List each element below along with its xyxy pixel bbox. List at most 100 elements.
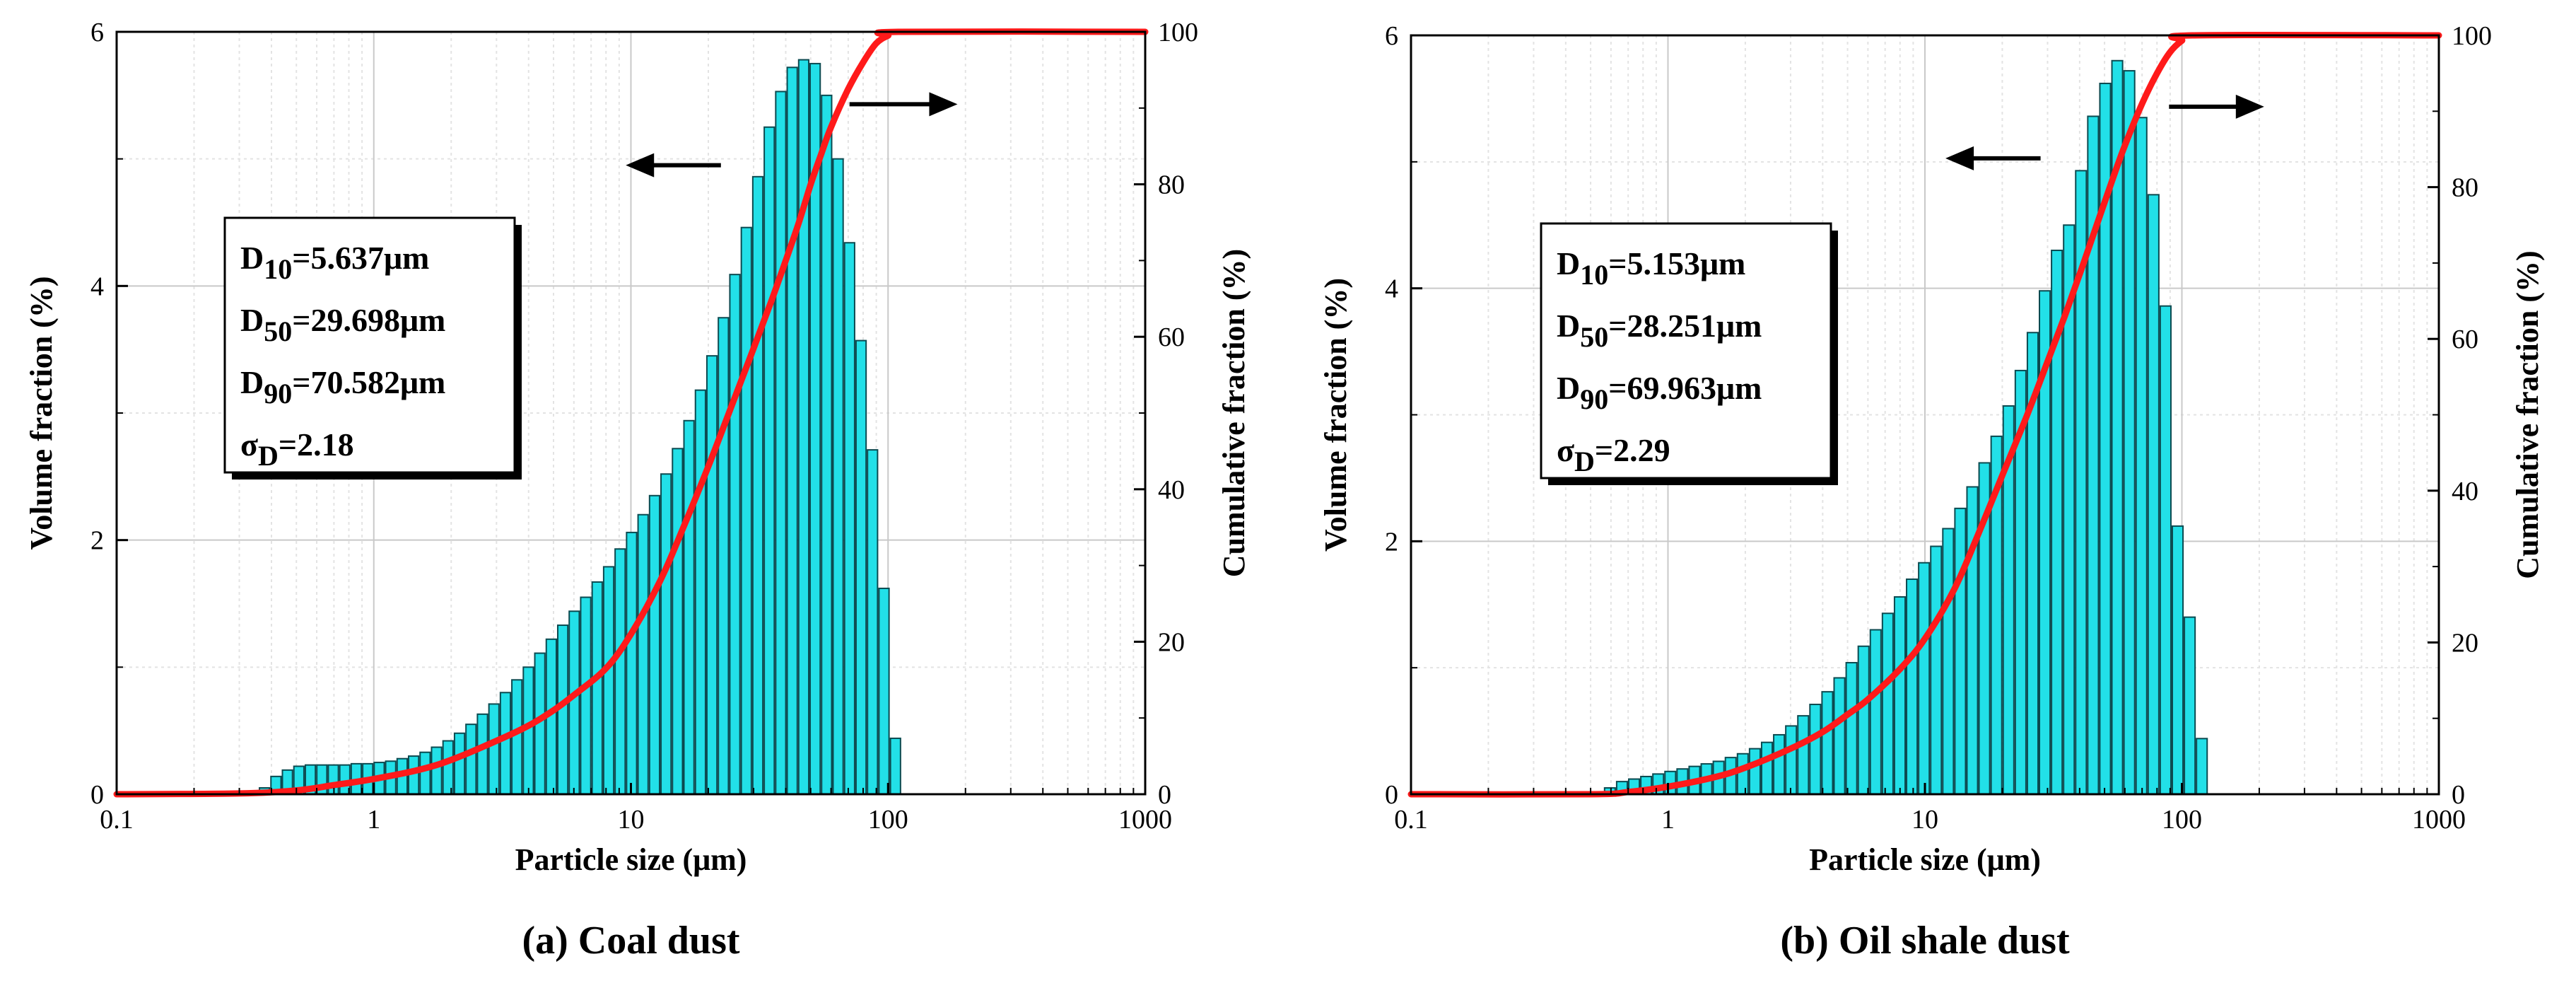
y-right-tick-label: 20 — [2452, 628, 2478, 658]
histogram-bar — [786, 66, 798, 796]
histogram-bar — [580, 596, 592, 795]
y-right-tick-label: 40 — [1158, 475, 1185, 505]
stat-subscript: 10 — [1580, 259, 1608, 291]
panel-caption: (a) Coal dust — [522, 919, 739, 963]
y-right-tick-label: 60 — [2452, 325, 2478, 354]
stat-subscript: D — [1574, 446, 1595, 477]
x-tick-label: 100 — [868, 805, 908, 835]
y-left-axis-title: Volume fraction (%) — [24, 277, 59, 550]
stat-symbol: D — [1557, 245, 1580, 281]
histogram-bar — [1906, 578, 1919, 795]
stat-subscript: 90 — [264, 378, 292, 409]
stat-subscript: 50 — [1580, 321, 1608, 353]
y-left-tick-label: 2 — [90, 526, 104, 556]
histogram-bar — [1930, 545, 1943, 796]
left-arrow-icon — [1945, 146, 1974, 170]
right-arrow-icon — [929, 92, 958, 117]
histogram-bar — [694, 389, 706, 795]
stat-symbol: D — [240, 302, 264, 338]
histogram-bar — [637, 513, 649, 795]
sigma-d-value: σD=2.29 — [1557, 432, 1670, 477]
histogram-bar — [465, 723, 477, 796]
histogram-bar — [1942, 528, 1955, 795]
stat-symbol: D — [240, 240, 264, 276]
d10-value: D10=5.153μm — [1557, 245, 1745, 291]
histogram-bar — [1736, 752, 1749, 795]
histogram-bars — [1603, 59, 2208, 796]
right-arrow-icon — [2235, 94, 2264, 119]
histogram-bar — [648, 494, 661, 795]
stat-value: =2.29 — [1595, 432, 1670, 468]
histogram-bar — [511, 679, 523, 795]
d90-value: D90=70.582μm — [240, 364, 445, 409]
histogram-bar — [832, 158, 844, 795]
stat-subscript: D — [258, 440, 279, 472]
statistics-box-frame — [1540, 222, 1832, 480]
d50-value: D50=29.698μm — [240, 302, 445, 347]
stat-symbol: D — [240, 364, 264, 400]
stat-value: =69.963μm — [1608, 370, 1762, 406]
histogram-bar — [453, 732, 466, 796]
stat-subscript: 90 — [1580, 383, 1608, 415]
y-right-tick-label: 100 — [2452, 21, 2492, 51]
histogram-bar — [1893, 596, 1907, 796]
histogram-bar — [602, 566, 615, 795]
histogram-bar — [2184, 616, 2196, 796]
histogram-bar — [1797, 715, 1810, 796]
histogram-bar — [614, 548, 626, 795]
stat-value: =28.251μm — [1608, 308, 1762, 344]
histogram-bar — [2147, 194, 2160, 795]
x-tick-label: 1000 — [1118, 805, 1172, 835]
stat-value: =29.698μm — [292, 302, 445, 338]
panel-caption: (b) Oil shale dust — [1780, 919, 2070, 963]
x-tick-label: 100 — [2162, 805, 2202, 835]
histogram-bar — [431, 746, 443, 795]
x-tick-label: 10 — [1911, 805, 1938, 835]
histogram-bar — [660, 473, 672, 795]
histogram-bar — [706, 355, 718, 795]
x-tick-label: 10 — [618, 805, 645, 835]
y-left-tick-label: 6 — [1385, 21, 1398, 51]
histogram-bar — [499, 692, 512, 795]
histogram-bar — [1748, 748, 1761, 795]
y-right-tick-label: 0 — [2452, 780, 2465, 810]
sigma-d-value: σD=2.18 — [240, 426, 354, 472]
statistics-box: D10=5.637μmD50=29.698μmD90=70.582μmσD=2.… — [223, 216, 522, 480]
histogram-bar — [821, 94, 833, 796]
histogram-bar — [1773, 733, 1786, 796]
y-left-tick-label: 4 — [90, 272, 104, 301]
histogram-bar — [843, 242, 855, 796]
stat-symbol: σ — [240, 426, 258, 463]
histogram-bar — [729, 274, 741, 795]
stat-value: =2.18 — [279, 426, 354, 463]
y-left-tick-label: 0 — [1385, 780, 1398, 810]
y-left-tick-label: 4 — [1385, 274, 1398, 304]
y-right-tick-label: 0 — [1158, 780, 1171, 810]
stat-subscript: 10 — [264, 253, 292, 285]
histogram-bar — [797, 59, 810, 796]
histogram-bar — [867, 449, 879, 795]
d90-value: D90=69.963μm — [1557, 370, 1762, 415]
histogram-bar — [740, 226, 752, 796]
histogram-bar — [2196, 738, 2208, 796]
histogram-bar — [878, 587, 890, 795]
y-right-tick-label: 20 — [1158, 627, 1185, 657]
x-axis-title: Particle size (μm) — [515, 842, 747, 877]
left-arrow-icon — [626, 153, 655, 178]
histogram-bar — [763, 126, 775, 795]
histogram-bar — [1845, 662, 1858, 795]
stat-value: =70.582μm — [292, 364, 445, 400]
y-right-axis-title: Cumulative fraction (%) — [2510, 250, 2545, 579]
cumulative-fraction-line — [1407, 31, 2442, 798]
x-tick-label: 1 — [367, 805, 380, 835]
stat-subscript: 50 — [264, 315, 292, 347]
histogram-bar — [1821, 691, 1834, 796]
histogram-bar — [1809, 704, 1822, 795]
y-left-axis-title: Volume fraction (%) — [1318, 278, 1353, 552]
y-left-tick-label: 2 — [1385, 527, 1398, 557]
histogram-bar — [419, 751, 431, 795]
histogram-bar — [1857, 645, 1870, 796]
